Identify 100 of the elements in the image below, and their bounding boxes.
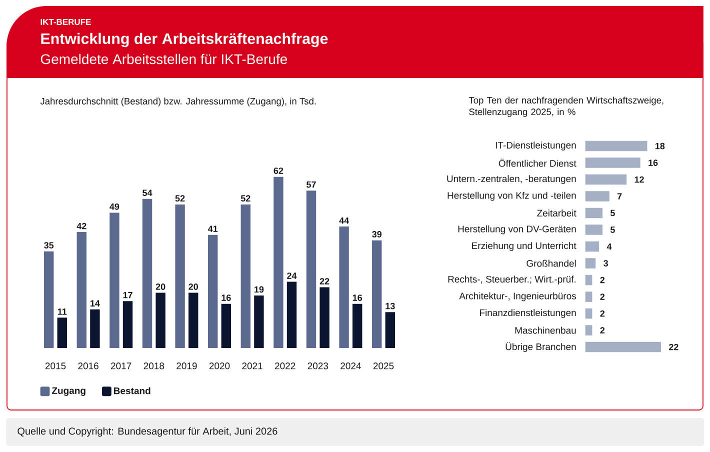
- data-label: 39: [372, 231, 382, 238]
- x-tick-label: 2015: [45, 362, 66, 370]
- y-tick-label: Zeitarbeit: [537, 210, 576, 217]
- data-label: 2: [600, 327, 605, 334]
- bar: [585, 224, 602, 235]
- bar: [585, 325, 592, 336]
- x-tick-label: 2022: [275, 362, 296, 370]
- bar: [156, 292, 166, 348]
- data-label: 5: [610, 226, 615, 233]
- bar: [274, 176, 284, 348]
- data-label: 20: [188, 284, 198, 290]
- data-label: 57: [306, 181, 316, 188]
- bar: [254, 296, 264, 348]
- bar: [339, 226, 349, 348]
- x-tick-label: 2021: [242, 362, 262, 370]
- data-label: 22: [320, 278, 330, 284]
- data-label: 2: [600, 276, 605, 284]
- data-label: 20: [156, 284, 166, 290]
- bar: [221, 304, 232, 348]
- bar: [372, 240, 382, 348]
- data-label: 16: [352, 294, 362, 301]
- data-label: 62: [274, 168, 284, 174]
- bar: [188, 292, 198, 348]
- y-tick-label: Untern.-zentralen, -beratungen: [447, 175, 576, 184]
- y-tick-label: Herstellung von Kfz und -teilen: [448, 192, 576, 201]
- data-label: 17: [123, 292, 132, 298]
- y-tick-label: Übrige Branchen: [506, 342, 576, 352]
- data-label: 3: [604, 260, 608, 266]
- bar: [306, 190, 316, 348]
- bar: [585, 158, 640, 168]
- data-label: 7: [617, 193, 622, 200]
- data-label: 24: [287, 272, 297, 279]
- data-label: 35: [44, 242, 54, 248]
- chart-title: Entwicklung der Arbeitskräftenachfrage: [41, 32, 328, 48]
- data-label: 52: [240, 195, 250, 202]
- x-tick-label: 2018: [144, 362, 164, 370]
- y-tick-label: IT-Dienstleistungen: [496, 142, 576, 150]
- bar: [44, 251, 54, 348]
- text: IKT-BERUFE: [40, 19, 91, 25]
- y-tick-label: Herstellung von DV-Geräten: [458, 225, 576, 234]
- x-tick-label: 2020: [209, 362, 230, 370]
- bar: [208, 234, 218, 348]
- bar: [585, 174, 627, 185]
- data-label: 14: [90, 300, 100, 306]
- y-axis-title: Jahresdurchschnitt (Bestand) bzw. Jahressumme (Zugang), in Tsd.: [40, 98, 316, 106]
- chart-subtitle: Gemeldete Arbeitsstellen für IKT-Berufe: [40, 54, 288, 64]
- bar: [90, 309, 100, 348]
- x-tick-label: 2023: [308, 362, 328, 370]
- bar: [352, 304, 362, 348]
- data-label: 54: [142, 190, 152, 196]
- y-tick-label: Rechts-, Steuerber.; Wirt.-prüf.: [448, 276, 576, 284]
- data-label: 42: [76, 222, 86, 230]
- data-label: 41: [208, 226, 218, 232]
- y-tick-label: Erziehung und Unterricht: [472, 242, 576, 251]
- x-tick-label: 2025: [373, 362, 394, 370]
- bar: [122, 301, 133, 348]
- bar: [585, 292, 592, 302]
- x-tick-label: 2024: [340, 362, 361, 370]
- chart-title: Top Ten der nachfragenden Wirtschaftszweige, Stellenzugang 2025, in %: [468, 96, 664, 117]
- data-label: 19: [254, 286, 264, 293]
- data-label: 13: [386, 302, 395, 310]
- x-tick-label: 2016: [78, 362, 98, 370]
- y-tick-label: Öffentlicher Dienst: [498, 158, 576, 167]
- bar: [320, 287, 330, 348]
- legend-label: Bestand: [114, 387, 150, 394]
- bar: [585, 191, 610, 202]
- bar: [57, 318, 67, 348]
- bar: [585, 140, 648, 152]
- bar: [110, 212, 120, 348]
- data-label: 52: [175, 195, 185, 202]
- bar: [585, 274, 592, 286]
- y-tick-label: Großhandel: [526, 260, 576, 267]
- bar: [585, 208, 602, 218]
- data-label: 49: [110, 203, 120, 210]
- y-tick-label: Finanzdienstleistungen: [480, 309, 576, 318]
- source-note: Quelle und Copyright: Bundesagentur für Arbeit, Juni 2026: [18, 427, 278, 437]
- data-label: 11: [58, 308, 67, 315]
- data-label: 16: [222, 294, 231, 301]
- bar: [585, 342, 661, 352]
- y-tick-label: Architektur-, Ingenieurbüros: [459, 292, 576, 302]
- bar: [142, 198, 152, 348]
- data-label: 16: [648, 160, 658, 166]
- data-label: 5: [610, 210, 615, 216]
- data-label: 12: [634, 176, 644, 183]
- data-label: 2: [600, 310, 605, 317]
- y-tick-label: Maschinenbau: [515, 326, 576, 334]
- data-label: 18: [655, 142, 665, 150]
- bar: [585, 241, 600, 252]
- bar: [286, 282, 297, 348]
- x-tick-label: 2017: [111, 362, 132, 370]
- bar: [385, 312, 396, 348]
- bar: [76, 232, 86, 348]
- data-label: 44: [339, 217, 350, 224]
- bar: [585, 258, 596, 268]
- bar: [585, 308, 592, 319]
- data-label: 2: [600, 294, 605, 300]
- bar: [240, 204, 251, 348]
- x-tick-label: 2019: [176, 362, 197, 370]
- data-label: 22: [668, 344, 678, 350]
- bar: [175, 204, 185, 348]
